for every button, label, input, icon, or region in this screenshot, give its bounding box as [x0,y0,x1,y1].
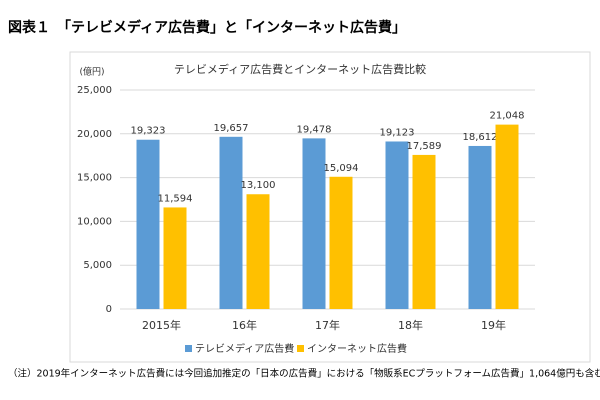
chart-title: テレビメディア広告費とインターネット広告費比較 [174,62,426,76]
bar [163,207,187,309]
chart-frame [69,51,591,363]
y-tick-label: 25,000 [77,85,112,96]
value-label: 19,478 [297,124,332,135]
bar [412,154,436,309]
y-tick-label: 5,000 [83,260,112,271]
value-label: 11,594 [158,193,193,204]
legend-label: テレビメディア広告費 [195,342,294,355]
bar [385,141,409,309]
footnote: （注）2019年インターネット広告費には今回追加推定の「日本の広告費」における「… [8,368,600,380]
y-tick-label: 10,000 [77,216,112,227]
bar [302,138,326,309]
value-label: 13,100 [241,180,276,191]
y-tick-label: 20,000 [77,129,112,140]
x-tick-label: 2015年 [142,318,181,332]
x-tick-label: 18年 [398,318,423,332]
y-unit: (億円) [79,66,104,78]
legend-label: インターネット広告費 [307,342,407,355]
legend-swatch [185,345,192,352]
bar [246,194,270,309]
bar [329,176,353,309]
value-label: 19,657 [214,123,249,134]
value-label: 19,123 [380,127,415,138]
value-label: 15,094 [324,163,359,174]
value-label: 17,589 [407,141,442,152]
value-label: 18,612 [463,132,498,143]
x-tick-label: 17年 [315,318,340,332]
bar [495,124,519,309]
bar [468,145,492,309]
legend-swatch [297,345,304,352]
x-tick-label: 16年 [232,318,257,332]
bar [136,139,160,309]
y-tick-label: 15,000 [77,173,112,184]
page-title: 図表１ 「テレビメディア広告費」と「インターネット広告費」 [8,19,406,36]
value-label: 21,048 [490,111,525,122]
x-tick-label: 19年 [481,318,506,332]
value-label: 19,323 [131,126,166,137]
bar [219,136,243,309]
y-tick-label: 0 [106,304,112,315]
